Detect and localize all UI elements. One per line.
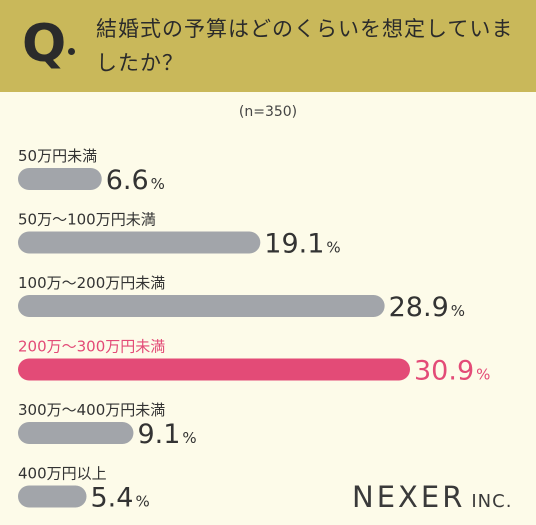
question-header: Q 結婚式の予算はどのくらいを想定していましたか？ [0, 0, 536, 92]
question-dot [68, 48, 75, 55]
value-label: 5.4% [91, 483, 150, 514]
value-label: 28.9% [389, 292, 465, 323]
category-label: 200万～300万円未満 [18, 338, 165, 356]
brand-name: NEXER [352, 480, 466, 514]
question-mark: Q [22, 14, 67, 74]
category-label: 50万～100万円未満 [18, 211, 156, 229]
category-label: 400万円以上 [18, 465, 107, 483]
value-label: 19.1% [264, 229, 340, 260]
brand-logo: NEXER INC. [352, 480, 512, 514]
value-label: 9.1% [137, 419, 196, 450]
sample-size-label: (n=350) [238, 104, 298, 120]
category-label: 50万円未満 [18, 147, 97, 165]
question-text: 結婚式の予算はどのくらいを想定していましたか？ [96, 17, 514, 75]
bar [18, 168, 102, 190]
category-label: 100万～200万円未満 [18, 274, 165, 292]
bar [18, 422, 134, 444]
bar [18, 231, 261, 254]
bar [18, 485, 87, 508]
bar [18, 295, 385, 317]
value-label: 30.9% [414, 356, 490, 387]
category-label: 300万～400万円未満 [18, 401, 165, 419]
bar [18, 358, 410, 381]
brand-suffix: INC. [471, 491, 513, 512]
value-label: 6.6% [106, 165, 165, 196]
